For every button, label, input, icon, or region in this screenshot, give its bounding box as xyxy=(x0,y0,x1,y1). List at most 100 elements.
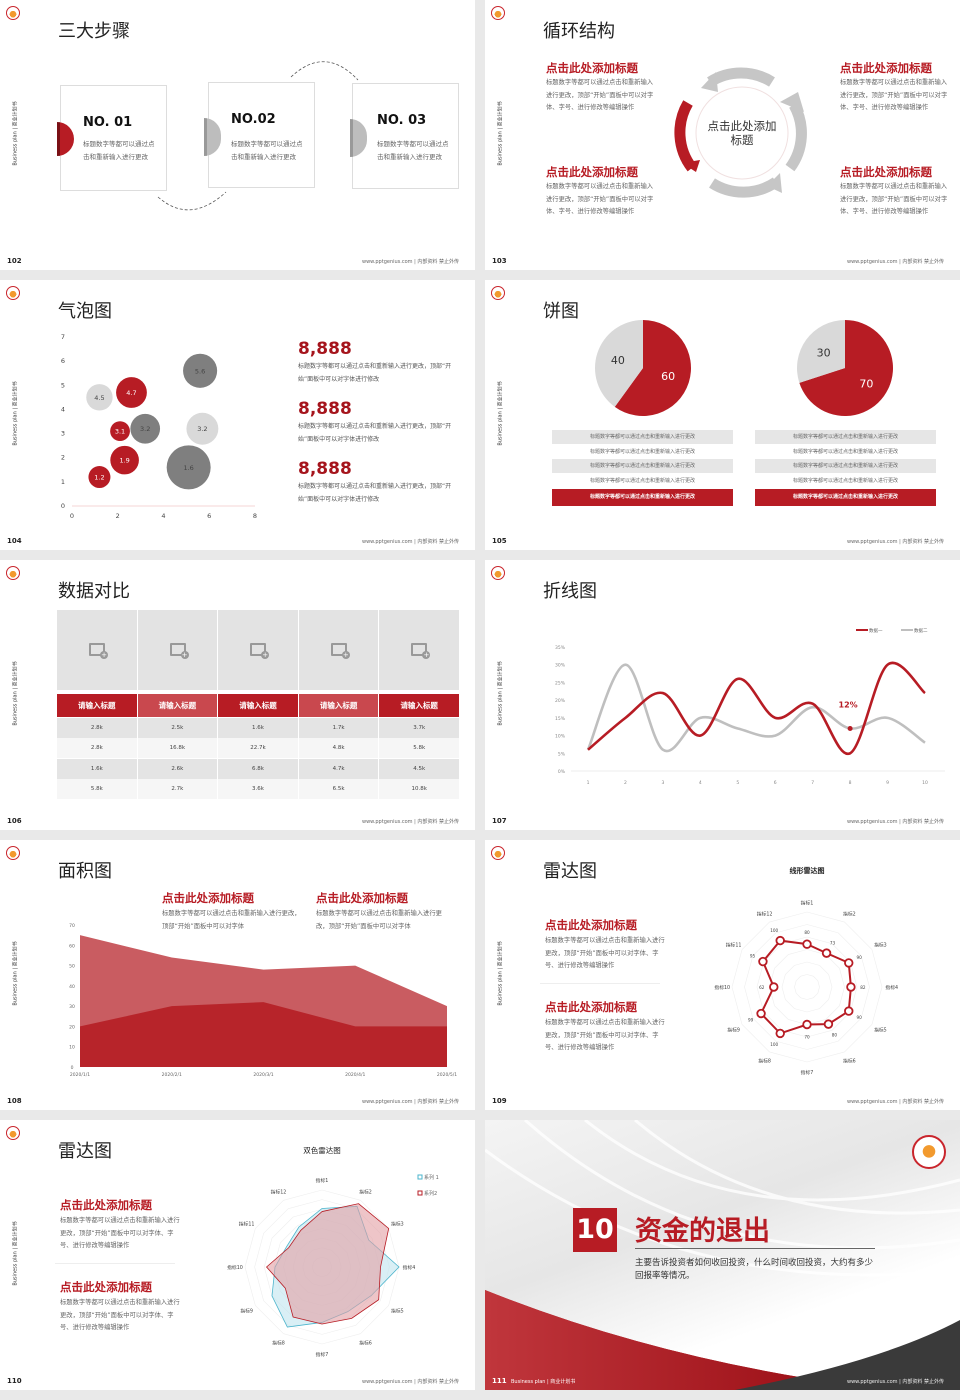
radar-grid xyxy=(744,924,870,1050)
stat-text: 标题数字等都可以通过点击和重新输入进行更改，顶部“开始”面板中可以对字体进行修改 xyxy=(298,483,452,503)
y-tick-label: 15% xyxy=(555,716,566,722)
page-number: 111 xyxy=(492,1377,507,1385)
divider xyxy=(635,1248,875,1249)
block-text: 标题数字等都可以通过点击和重新输入进行更改，顶部“开始”面板中可以对字体 xyxy=(162,910,301,930)
radar-marker xyxy=(844,958,854,968)
slide-title: 雷达图 xyxy=(543,861,597,882)
y-tick-label: 25% xyxy=(555,680,566,686)
line-series xyxy=(586,663,926,753)
pie-slice-label: 70 xyxy=(859,378,873,391)
block-heading: 点击此处添加标题 xyxy=(546,61,638,75)
page-number: 105 xyxy=(492,537,507,545)
slide-title: 三大步骤 xyxy=(58,21,130,42)
step-card xyxy=(208,82,315,188)
x-tick-label: 2020/5/1 xyxy=(437,1072,457,1078)
radar-axis-label: 指标6 xyxy=(843,1057,856,1064)
slide-109[interactable]: 雷达图 Business plan | 商业计划书 点击此处添加标题 标题数字等… xyxy=(485,840,960,1110)
slide-102[interactable]: 三大步骤 Business plan | 商业计划书 NO. 01 标题数字等都… xyxy=(0,0,475,270)
area-chart: 0 10 20 30 40 50 60 70 2020/1/1 2020/2/1 2020/3/1 2… xyxy=(69,923,457,1078)
slide-110[interactable]: 雷达图 Business plan | 商业计划书 点击此处添加标题 标题数字等… xyxy=(0,1120,475,1390)
bubble-label: 4.5 xyxy=(94,394,104,402)
block-text: 标题数字等都可以通过点击和重新输入进行更改，顶部“开始”面板中可以对字体、字号、… xyxy=(60,1217,180,1249)
radar-axis-label: 指标6 xyxy=(359,1339,372,1346)
image-placeholder[interactable]: + xyxy=(298,610,379,690)
logo-icon xyxy=(6,566,20,580)
y-tick-label: 2 xyxy=(61,454,65,462)
y-tick-label: 60 xyxy=(69,943,75,949)
y-tick-label: 0 xyxy=(71,1065,74,1071)
slide-108[interactable]: 面积图 Business plan | 商业计划书 0 10 20 30 40 50 60 7… xyxy=(0,840,475,1110)
x-tick-label: 2020/4/1 xyxy=(345,1072,365,1078)
radar-axis-label: 指标8 xyxy=(758,1057,771,1064)
radar-grid xyxy=(731,911,883,1063)
radar-axis-label: 指标5 xyxy=(874,1026,887,1033)
radar-marker xyxy=(821,948,832,958)
radar-marker xyxy=(756,1008,766,1019)
column-header: 请输入标题 xyxy=(298,694,379,717)
radar-title: 线形雷达图 xyxy=(790,866,825,875)
info-row: 标题数字等都可以通过点击和重新输入进行更改 xyxy=(552,430,733,444)
radar-value-label: 95 xyxy=(750,954,756,959)
block-heading: 点击此处添加标题 xyxy=(60,1198,152,1212)
bubble xyxy=(110,445,139,475)
logo-icon xyxy=(491,6,505,20)
slide-106[interactable]: 数据对比 Business plan | 商业计划书 106 www.pptge… xyxy=(0,560,475,830)
radar-marker xyxy=(758,956,768,967)
radar-axis-label: 指标2 xyxy=(843,911,856,918)
logo-icon xyxy=(6,846,20,860)
y-tick-label: 50 xyxy=(69,964,75,970)
pie-slice-label: 40 xyxy=(611,354,625,367)
x-tick-label: 4 xyxy=(699,780,702,786)
bubble-label: 1.6 xyxy=(183,464,193,472)
info-row: 标题数字等都可以通过点击和重新输入进行更改 xyxy=(755,459,936,474)
y-tick-label: 10% xyxy=(555,734,566,740)
block-heading: 点击此处添加标题 xyxy=(546,165,638,179)
slide-title: 数据对比 xyxy=(58,581,130,602)
radar-value-label: 70 xyxy=(804,1035,810,1040)
slide-title: 气泡图 xyxy=(58,301,112,322)
annotation-label: 12% xyxy=(839,700,858,709)
image-placeholder[interactable]: + xyxy=(379,610,459,690)
radar-axis-label: 指标12 xyxy=(271,1189,287,1196)
slide-105[interactable]: 饼图 Business plan | 商业计划书 60 40 70 30 105 ww… xyxy=(485,280,960,550)
table-cell: 22.7k xyxy=(218,738,298,759)
footer: www.pptgenius.com | 内部资料 禁止外传 xyxy=(846,1379,944,1385)
block-heading: 点击此处添加标题 xyxy=(162,891,254,905)
x-tick-label: 9 xyxy=(886,780,889,786)
radar-marker xyxy=(846,982,856,992)
y-tick-label: 0 xyxy=(61,502,65,510)
radar-axis-label: 指标1 xyxy=(316,1177,329,1184)
slide-103[interactable]: 循环结构 Business plan | 商业计划书 点击此处添加标题 标题数字… xyxy=(485,0,960,270)
y-tick-label: 20% xyxy=(555,698,566,704)
image-placeholder[interactable]: + xyxy=(57,610,137,690)
stat-value: 8,888 xyxy=(298,459,352,479)
block-text: 标题数字等都可以通过点击和重新输入进行更改，顶部“开始”面板中可以对字体、字号、… xyxy=(545,937,665,969)
info-row: 标题数字等都可以通过点击和重新输入进行更改 xyxy=(755,444,936,459)
add-image-icon xyxy=(89,643,105,656)
image-placeholder[interactable]: + xyxy=(218,610,298,690)
radar-marker xyxy=(775,935,785,946)
image-placeholder[interactable]: + xyxy=(137,610,218,690)
table-cell: 1.7k xyxy=(298,718,379,738)
x-tick-label: 2020/3/1 xyxy=(253,1072,273,1078)
radar-marker xyxy=(823,1019,834,1029)
add-image-icon xyxy=(330,643,347,656)
side-label: Business plan | 商业计划书 xyxy=(497,941,504,1006)
logo-seal-icon xyxy=(912,1135,946,1169)
step-number: NO.02 xyxy=(231,112,276,127)
x-tick-label: 2020/1/1 xyxy=(70,1072,90,1078)
y-tick-label: 4 xyxy=(61,405,65,413)
radar-axis-label: 指标12 xyxy=(757,911,773,918)
table-cell: 10.8k xyxy=(379,778,459,799)
stat-value: 8,888 xyxy=(298,399,352,419)
x-tick-label: 2 xyxy=(116,512,120,520)
cycle-diagram xyxy=(674,67,807,198)
info-row: 标题数字等都可以通过点击和重新输入进行更改 xyxy=(552,444,733,459)
x-tick-label: 7 xyxy=(811,780,814,786)
slide-111[interactable]: 10 资金的退出 主要告诉投资者如何收回投资，什么时间收回投资，大约有多少回报率… xyxy=(485,1120,960,1390)
slide-107[interactable]: 折线图 Business plan | 商业计划书 0% 5% 10% 15% 20% 2… xyxy=(485,560,960,830)
radar-axis-label: 指标8 xyxy=(272,1339,285,1346)
